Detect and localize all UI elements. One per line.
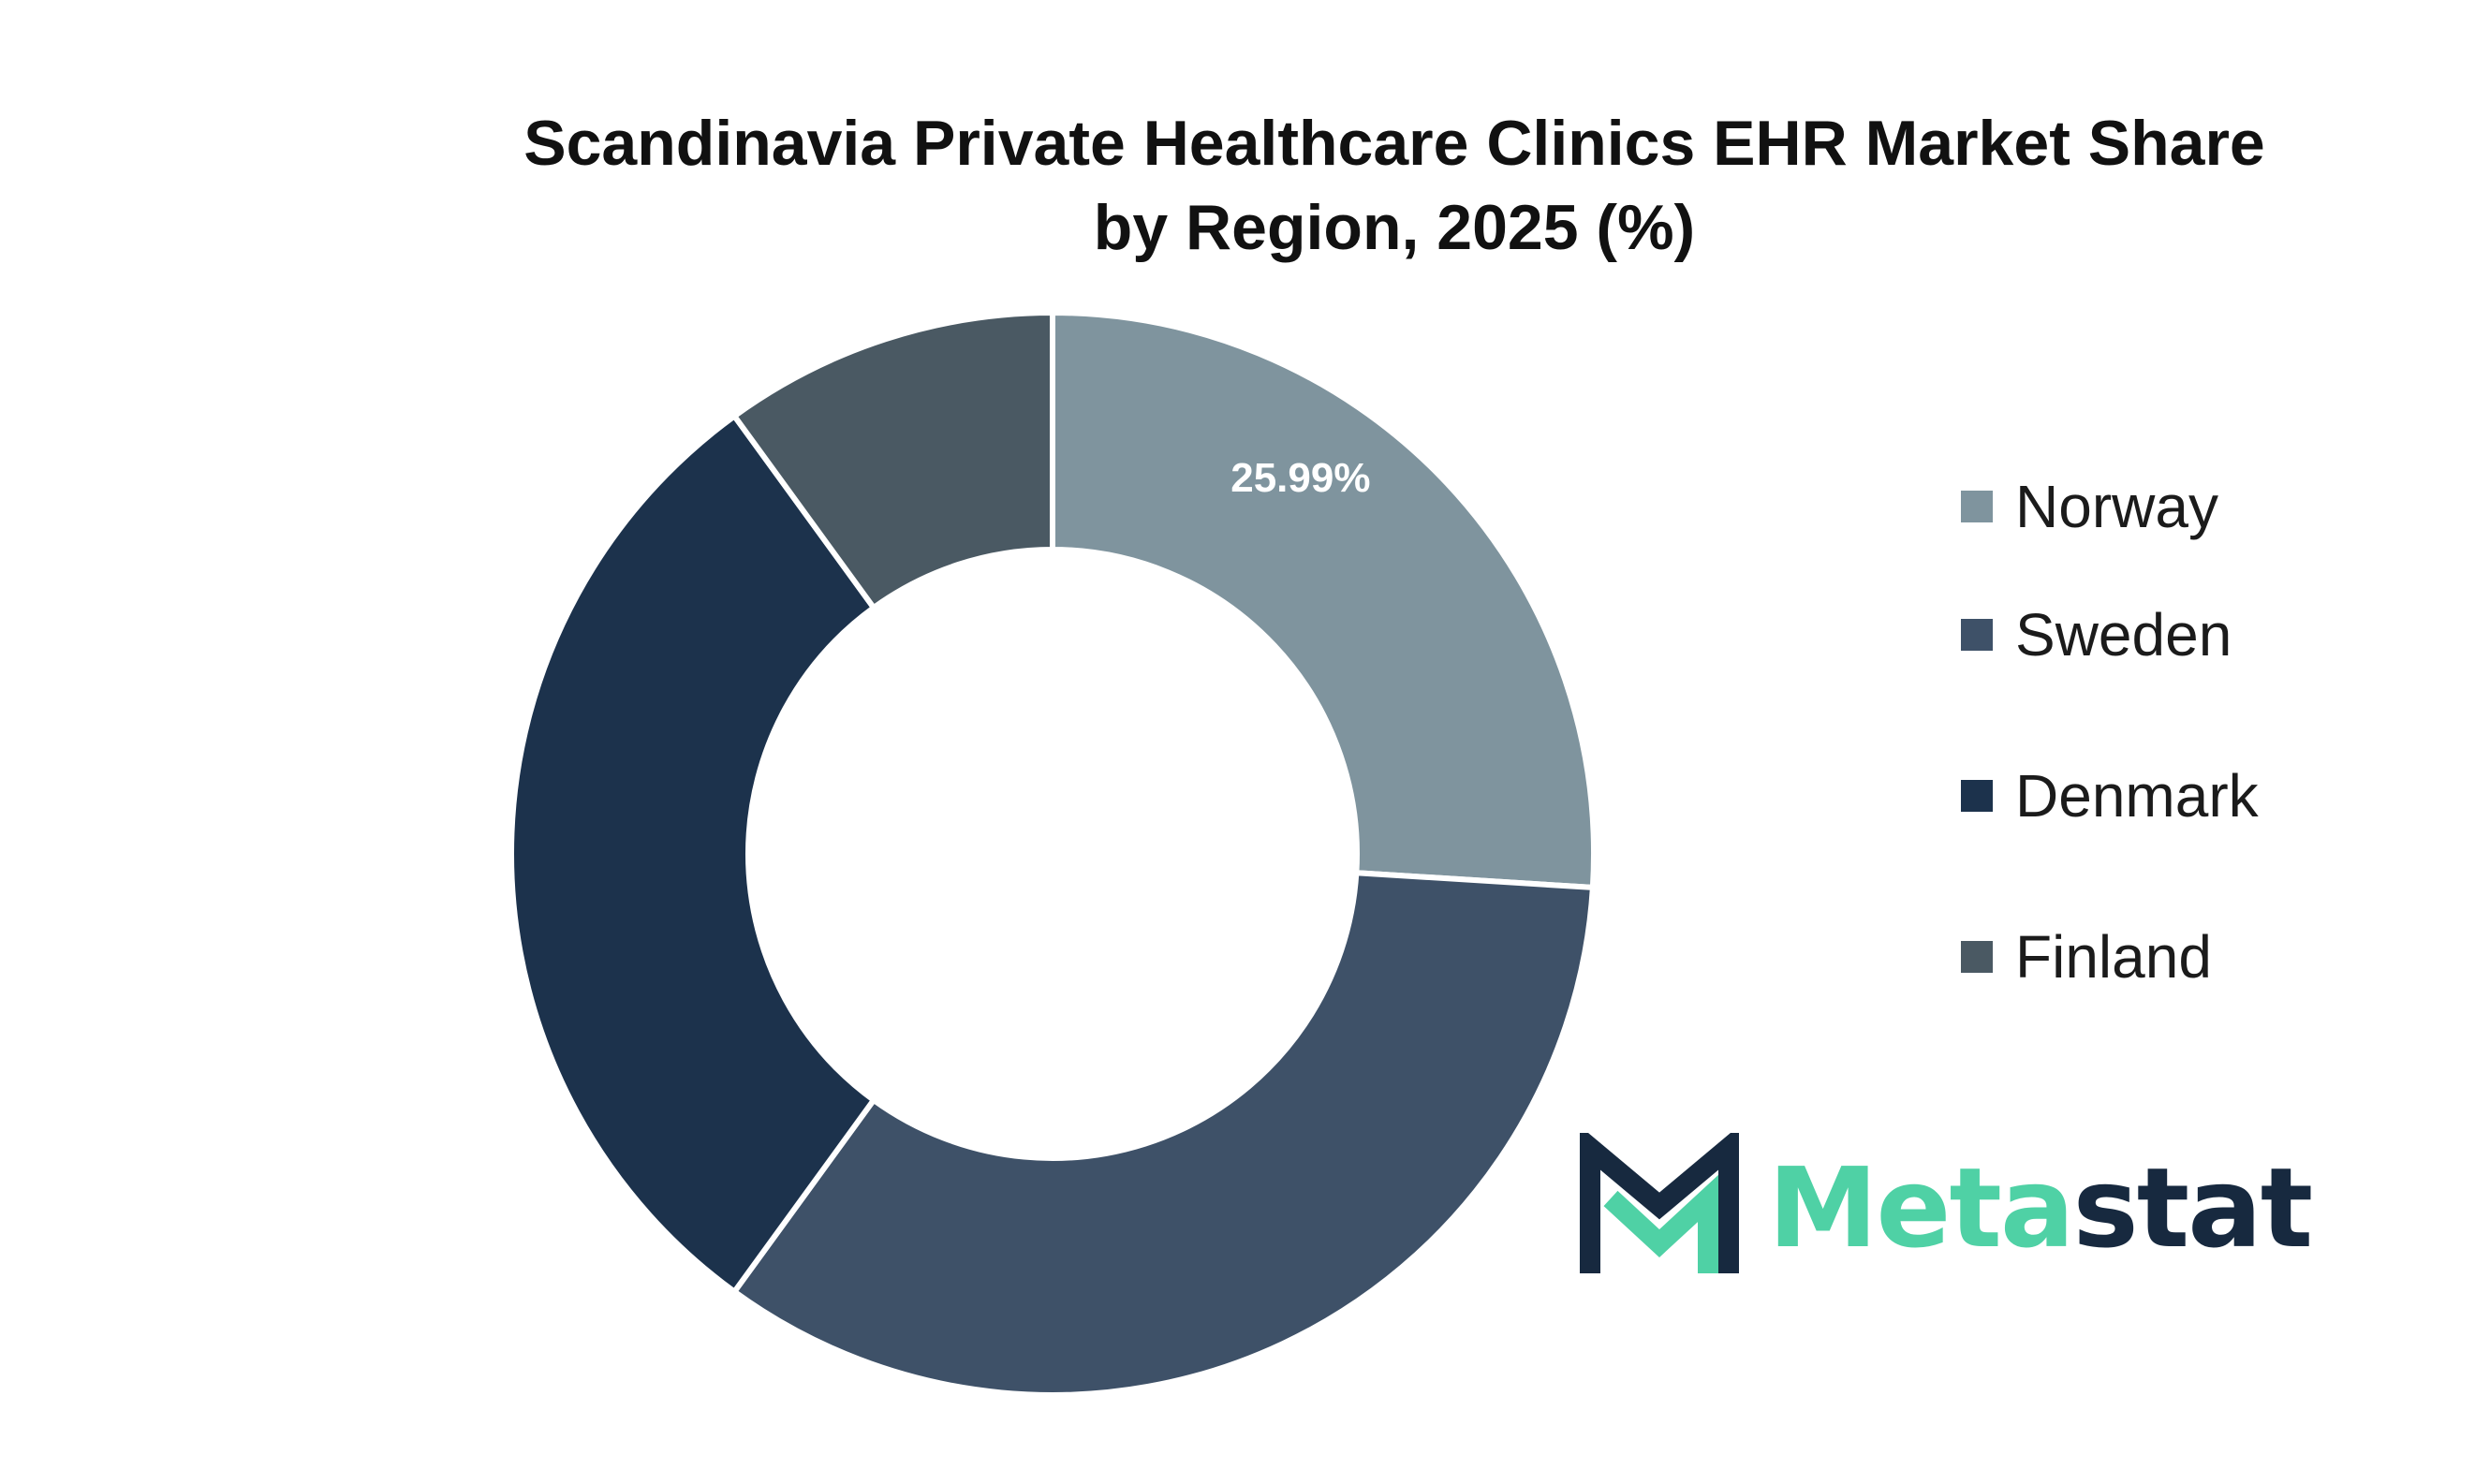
chart-title-line-1: Scandinavia Private Healthcare Clinics E…: [523, 108, 2265, 179]
data-label-norway: 25.99%: [1230, 455, 1370, 501]
legend-label: Finland: [2015, 923, 2212, 991]
legend-item-sweden: Sweden: [1961, 554, 2448, 715]
logo-text-accent: Meta: [1768, 1143, 2074, 1272]
legend-swatch: [1961, 941, 1993, 973]
legend-item-denmark: Denmark: [1961, 715, 2448, 876]
metastat-logo-text: Metastat: [1768, 1133, 2314, 1283]
metastat-logo-mark-icon: [1580, 1133, 1739, 1273]
donut-slice-labels: 25.99%: [1230, 455, 1370, 501]
chart-title-line-2: by Region, 2025 (%): [1093, 192, 1696, 263]
donut-slice-finland: [730, 309, 1055, 612]
donut-slice-norway: [1050, 309, 1597, 891]
legend-item-norway: Norway: [1961, 459, 2448, 554]
chart-title: Scandinavia Private Healthcare Clinics E…: [364, 101, 2424, 270]
donut-slice-sweden: [730, 870, 1597, 1398]
legend-label: Denmark: [2015, 762, 2259, 830]
donut-slices: [508, 309, 1597, 1398]
logo-text-rest: stat: [2072, 1143, 2314, 1272]
legend-item-finland: Finland: [1961, 876, 2448, 1037]
legend-label: Sweden: [2015, 601, 2232, 669]
chart-legend: Norway Sweden Denmark Finland: [1961, 459, 2448, 1037]
legend-label: Norway: [2015, 473, 2218, 540]
legend-swatch: [1961, 619, 1993, 651]
metastat-logo: Metastat: [1573, 1133, 2313, 1283]
legend-swatch: [1961, 780, 1993, 812]
donut-slice-denmark: [508, 412, 878, 1296]
legend-swatch: [1961, 491, 1993, 522]
